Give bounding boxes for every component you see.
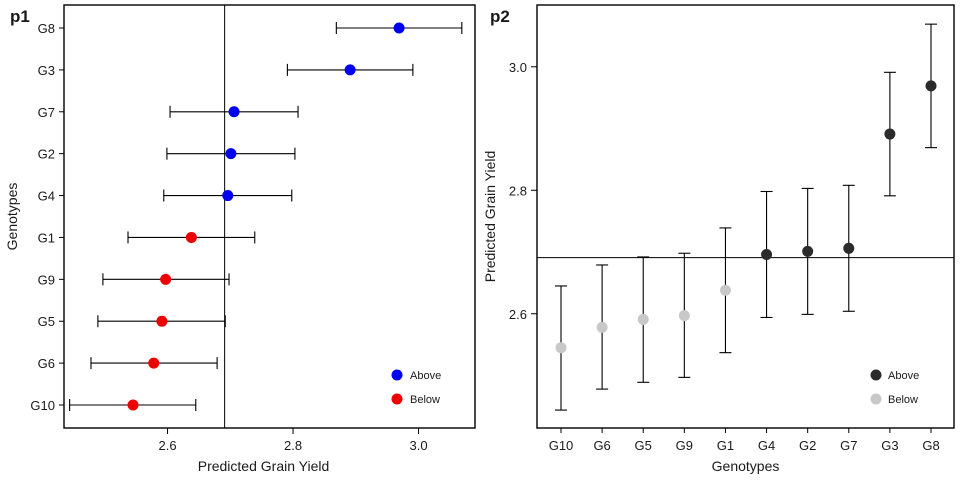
y-tick-label: G10 <box>30 398 55 413</box>
x-tick-label: G9 <box>676 438 693 453</box>
data-point <box>596 321 608 333</box>
y-tick-label: G1 <box>38 230 55 245</box>
y-axis-title: Predicted Grain Yield <box>482 151 498 283</box>
data-point <box>344 64 356 76</box>
panel-p1: p1 2.6 2.8 3.0 Predicted Grain Yield Genotype… <box>4 4 476 474</box>
plot-frame <box>536 4 955 429</box>
x-tick-label: 3.0 <box>409 438 427 453</box>
y-axis-title: Genotypes <box>4 183 20 251</box>
y-tick-label: G8 <box>38 21 55 36</box>
y-tick-label: G2 <box>38 147 55 162</box>
y-tick-label: G9 <box>38 272 55 287</box>
data-point <box>637 313 649 325</box>
x-tick-label: G7 <box>840 438 857 453</box>
x-tick-label: G6 <box>593 438 610 453</box>
y-tick-label: G6 <box>38 356 55 371</box>
x-tick-label: G5 <box>635 438 652 453</box>
data-point <box>925 80 937 92</box>
x-tick-label: 2.6 <box>158 438 176 453</box>
data-point <box>148 357 160 369</box>
plot-frame <box>63 4 476 429</box>
y-tick-label: G3 <box>38 63 55 78</box>
x-tick-label: 2.8 <box>284 438 302 453</box>
data-point <box>393 22 405 34</box>
legend-marker <box>870 393 882 405</box>
x-axis-title: Genotypes <box>712 458 780 474</box>
data-point <box>719 284 731 296</box>
data-point <box>225 148 237 160</box>
panel-label: p2 <box>490 7 510 26</box>
x-tick-label: G2 <box>799 438 816 453</box>
legend-marker <box>391 369 403 381</box>
y-tick-label: G7 <box>38 105 55 120</box>
data-point <box>555 342 567 354</box>
x-tick-label: G10 <box>549 438 574 453</box>
data-point <box>884 128 896 140</box>
legend-label: Below <box>410 394 440 406</box>
legend-marker <box>870 369 882 381</box>
data-point <box>156 315 168 327</box>
legend-label: Below <box>888 394 918 406</box>
data-point <box>228 106 240 118</box>
y-tick-label: 2.6 <box>509 307 527 322</box>
x-tick-label: G8 <box>922 438 939 453</box>
data-point <box>843 242 855 254</box>
data-point <box>222 190 234 202</box>
data-point <box>185 231 197 243</box>
y-tick-label: G5 <box>38 314 55 329</box>
x-tick-label: G4 <box>758 438 775 453</box>
x-tick-label: G1 <box>717 438 734 453</box>
data-point <box>802 245 814 257</box>
y-tick-label: G4 <box>38 189 55 204</box>
y-tick-label: 3.0 <box>509 60 527 75</box>
legend-label: Above <box>888 370 919 382</box>
y-tick-label: 2.8 <box>509 183 527 198</box>
data-point <box>127 399 139 411</box>
panel-label: p1 <box>10 7 30 26</box>
x-tick-label: G3 <box>881 438 898 453</box>
data-point <box>761 248 773 260</box>
data-point <box>678 310 690 322</box>
data-point <box>160 273 172 285</box>
legend-label: Above <box>410 370 441 382</box>
legend-marker <box>391 393 403 405</box>
panel-p2: p2 2.6 2.8 3.0 Genotypes Predicted Grain Yiel… <box>482 4 955 474</box>
x-axis-title: Predicted Grain Yield <box>198 458 330 474</box>
